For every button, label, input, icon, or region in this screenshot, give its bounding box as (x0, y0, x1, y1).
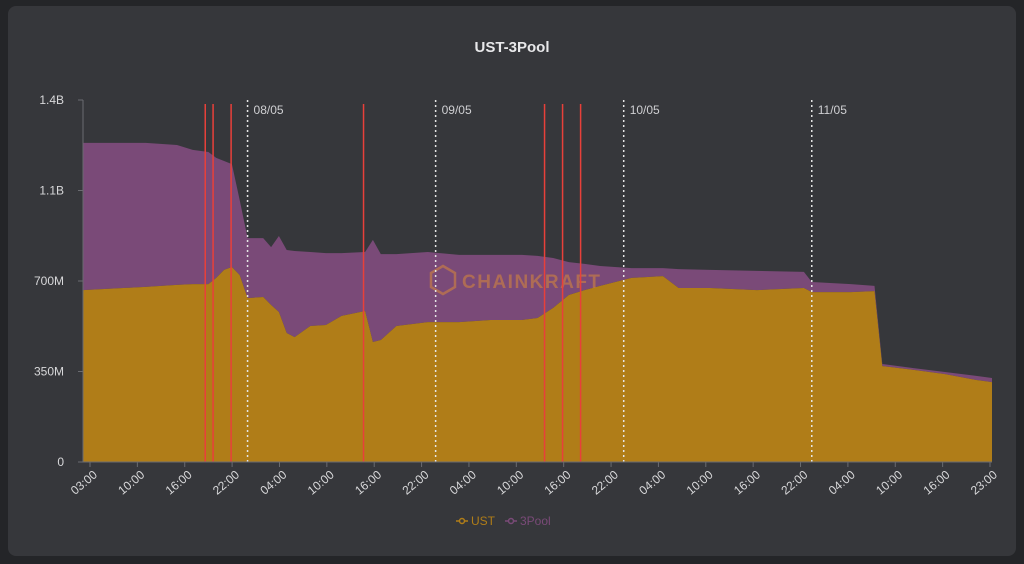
area-ust (83, 267, 992, 462)
x-tick-label: 04:00 (447, 467, 479, 497)
x-tick-label: 04:00 (826, 467, 858, 497)
legend: UST 3Pool (456, 514, 551, 528)
date-marker-label: 11/05 (818, 103, 847, 117)
legend-item-ust[interactable]: UST (456, 514, 496, 528)
x-tick-label: 22:00 (400, 467, 432, 497)
area-3pool (83, 142, 992, 383)
x-tick-label: 10:00 (494, 467, 526, 497)
x-tick-label: 22:00 (778, 467, 810, 497)
legend-marker-icon (458, 517, 466, 525)
x-tick-label: 16:00 (542, 467, 574, 497)
y-tick-label: 1.4B (39, 93, 64, 107)
x-tick-label: 16:00 (921, 467, 953, 497)
watermark-logo-icon (429, 264, 457, 296)
y-tick-label: 700M (34, 274, 64, 288)
x-tick-label: 04:00 (636, 467, 668, 497)
legend-label: UST (471, 514, 496, 528)
y-tick-label: 1.1B (39, 184, 64, 198)
y-tick-label: 350M (34, 365, 64, 379)
x-tick-label: 03:00 (68, 467, 100, 497)
x-tick-label: 10:00 (115, 467, 147, 497)
watermark-text: CHAINKRAFT (462, 272, 602, 293)
x-tick-label: 04:00 (257, 467, 289, 497)
date-marker-label: 08/05 (254, 103, 284, 117)
x-tick-label: 22:00 (210, 467, 242, 497)
date-marker-label: 09/05 (442, 103, 472, 117)
date-marker-label: 10/05 (630, 103, 660, 117)
x-tick-label: 23:00 (968, 467, 1000, 497)
x-tick-label: 10:00 (873, 467, 905, 497)
legend-marker-icon (507, 517, 515, 525)
x-tick-label: 16:00 (352, 467, 384, 497)
x-tick-label: 10:00 (684, 467, 716, 497)
y-tick-label: 0 (57, 455, 64, 469)
legend-item-3pool[interactable]: 3Pool (505, 514, 551, 528)
x-tick-label: 22:00 (589, 467, 621, 497)
watermark: CHAINKRAFT (429, 264, 602, 296)
x-tick-label: 16:00 (731, 467, 763, 497)
x-tick-label: 16:00 (163, 467, 195, 497)
legend-label: 3Pool (520, 514, 551, 528)
chart-title: UST-3Pool (474, 39, 549, 56)
x-tick-label: 10:00 (305, 467, 337, 497)
